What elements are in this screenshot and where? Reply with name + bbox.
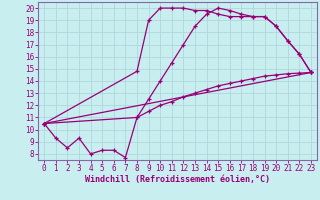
X-axis label: Windchill (Refroidissement éolien,°C): Windchill (Refroidissement éolien,°C): [85, 175, 270, 184]
